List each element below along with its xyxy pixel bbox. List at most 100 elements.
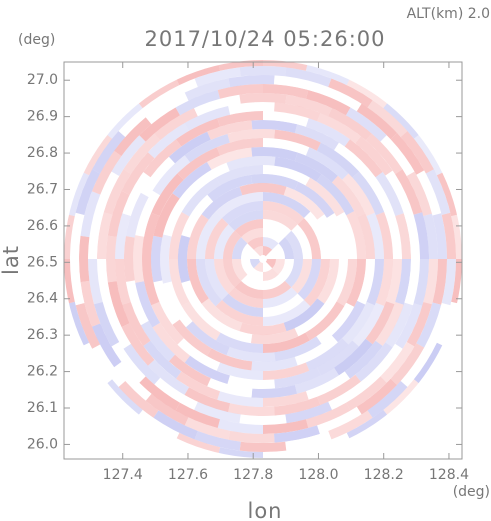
radar-cell (316, 302, 355, 344)
radar-cell (111, 135, 146, 176)
radar-cell (176, 371, 220, 400)
radar-cell (294, 367, 339, 394)
radar-cell (432, 213, 447, 259)
radar-cell (132, 235, 145, 283)
radar-cell (342, 173, 375, 217)
radar-cell (103, 303, 131, 349)
radar-cell (317, 406, 362, 434)
radar-cell (263, 218, 292, 238)
radar-cell (80, 191, 101, 238)
radar-cell (81, 342, 113, 385)
radar-cell (305, 147, 349, 180)
radar-cell (357, 213, 375, 259)
radar-cell (263, 293, 304, 317)
radar-cell (207, 120, 253, 140)
radar-cell (163, 281, 193, 328)
y-tick-label: 27.0 (27, 72, 58, 88)
radar-cell (81, 133, 113, 176)
radar-cell (66, 301, 90, 347)
radar-cell (137, 409, 180, 441)
radar-cell (328, 410, 373, 440)
radar-cell (297, 218, 321, 259)
radar-cell (342, 301, 375, 345)
radar-cell (285, 94, 332, 117)
radar-cell (228, 430, 275, 443)
radar-cell (263, 210, 298, 231)
radar-cell (306, 371, 350, 400)
radar-cell (177, 338, 221, 371)
radar-cell (222, 259, 242, 288)
radar-cell (304, 259, 331, 307)
radar-cell (416, 170, 442, 216)
radar-cell (285, 67, 332, 87)
radar-cell (96, 259, 113, 306)
radar-cell (328, 108, 372, 141)
radar-cell (147, 123, 189, 159)
radar-cell (228, 403, 275, 417)
radar-cell (69, 259, 85, 306)
radar-cell (344, 340, 383, 379)
radar-cell (163, 190, 193, 237)
radar-cell (274, 102, 321, 122)
radar-cell (175, 90, 220, 116)
radar-cell (106, 235, 117, 283)
radar-cell (263, 246, 273, 257)
radar-cell (263, 110, 309, 127)
radar-cell (194, 401, 241, 424)
radar-cell (153, 280, 180, 325)
radar-cell (195, 211, 222, 259)
radar-cell (278, 237, 294, 259)
radar-cell (241, 274, 263, 290)
radar-cell (195, 259, 222, 307)
radar-cell (217, 391, 263, 408)
radar-cell (265, 249, 276, 259)
radar-cell (139, 107, 180, 142)
radar-cell (423, 213, 438, 259)
radar-cell (214, 224, 235, 259)
radar-cell (278, 259, 294, 281)
radar-cell (316, 142, 360, 178)
radar-cell (107, 190, 130, 237)
radar-cell (91, 150, 122, 195)
radar-cell (375, 302, 404, 346)
radar-cell (305, 62, 351, 86)
radar-cell (140, 320, 175, 362)
radar-cell (91, 323, 122, 368)
radar-cell (194, 431, 241, 451)
radar-cell (181, 280, 214, 324)
radar-cell (294, 124, 339, 151)
radar-cell (232, 259, 248, 281)
radar-cell (216, 165, 263, 186)
radar-cell (154, 377, 198, 410)
radar-cell (88, 259, 103, 305)
radar-cell (386, 213, 403, 259)
radar-cell (263, 419, 309, 434)
radar-cell (317, 374, 361, 406)
radar-cell (135, 190, 161, 237)
radar-cell (263, 84, 309, 99)
radar-cell (366, 259, 385, 306)
radar-cell (215, 300, 263, 326)
radar-cell (263, 268, 279, 282)
radar-cell (239, 322, 287, 336)
radar-cell (226, 346, 276, 362)
radar-cell (294, 300, 335, 337)
radar-cell (346, 376, 387, 411)
radar-cell (172, 319, 212, 356)
radar-cell (145, 92, 189, 125)
radar-cell (294, 181, 335, 218)
radar-cell (385, 302, 413, 348)
radar-cell (334, 142, 373, 180)
radar-cell (176, 118, 220, 147)
radar-cell (185, 321, 230, 356)
radar-cell (265, 259, 276, 269)
radar-cell (251, 357, 298, 372)
radar-cell (263, 391, 309, 408)
radar-cell (416, 302, 442, 348)
radar-cell (355, 342, 393, 382)
radar-cell (214, 259, 235, 294)
radar-cell (365, 133, 403, 175)
radar-cell (184, 387, 231, 413)
radar-cell (328, 377, 372, 410)
